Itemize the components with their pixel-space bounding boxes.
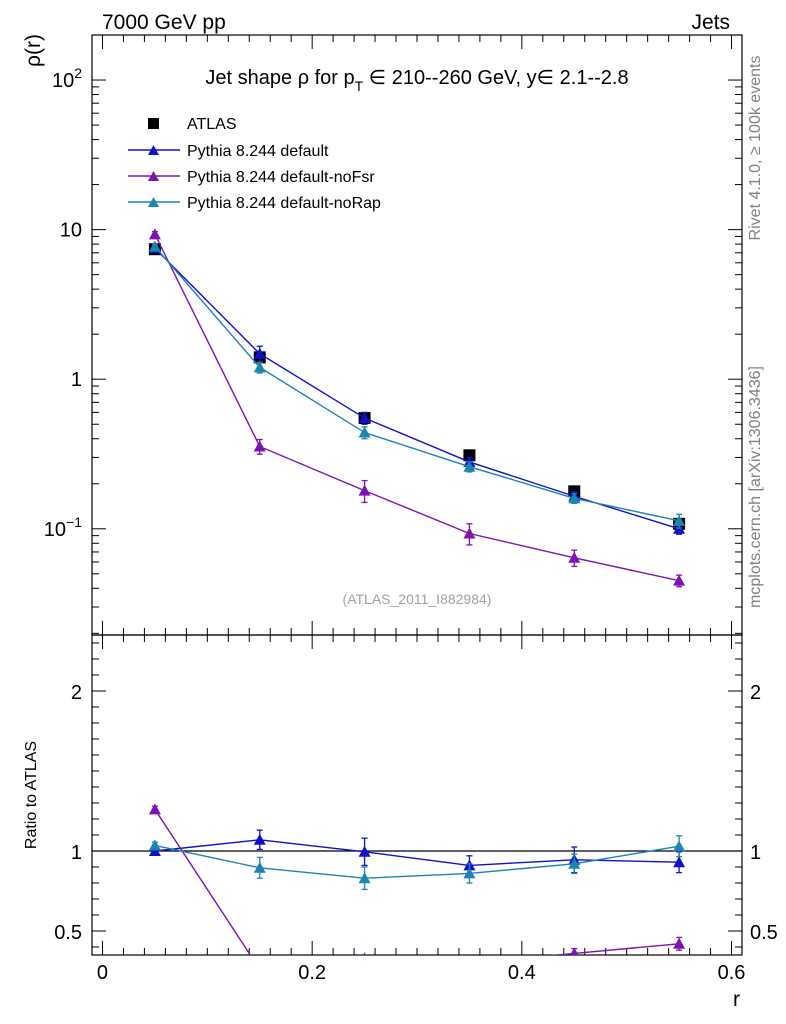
ratio-y-tick-label-right: 1 [750, 842, 761, 864]
ratio-data-point-triangle [358, 872, 371, 884]
data-point-triangle [148, 228, 161, 240]
legend-label-nofsr: Pythia 8.244 default-noFsr [187, 169, 375, 186]
x-tick-label: 0.2 [298, 962, 326, 984]
ratio-data-point-triangle [570, 947, 579, 955]
x-tick-label: 0.4 [508, 962, 536, 984]
legend-triangle-marker-icon [148, 145, 159, 155]
series-line [154, 234, 680, 582]
ratio-data-point-triangle [148, 845, 161, 856]
ratio-data-point-triangle [673, 840, 686, 852]
data-point-triangle [673, 514, 686, 526]
ratio-tick-labels: 0.5 0.5 1 1 2 2 0 0.2 0.4 0.6 [54, 682, 778, 984]
ratio-y-tick-label-right: 0.5 [750, 922, 778, 944]
x-axis-label: r [733, 988, 740, 1011]
ratio-axis-ticks [92, 635, 742, 955]
legend-triangle-marker-icon [148, 171, 159, 181]
legend-entry-nofsr: Pythia 8.244 default-noFsr [128, 169, 375, 186]
series-3 [148, 240, 686, 529]
ratio-y-tick-label-right: 2 [750, 682, 761, 704]
data-point-triangle [568, 551, 581, 563]
legend-square-marker-icon [148, 118, 159, 129]
data-point-square [463, 449, 476, 462]
ratio-panel-frame [91, 634, 743, 956]
ratio-data-point-triangle [148, 839, 161, 851]
data-point-triangle [253, 347, 266, 359]
legend-label-norap: Pythia 8.244 default-noRap [187, 195, 381, 212]
rivet-version-label: Rivet 4.1.0, ≥ 100k events [747, 56, 764, 241]
data-point-triangle [568, 492, 581, 504]
x-tick-label: 0.6 [718, 962, 746, 984]
ratio-panel: 0.5 0.5 1 1 2 2 0 0.2 0.4 0.6 Ratio to ATLAS r [23, 634, 778, 1011]
legend-triangle-marker-icon [148, 197, 159, 207]
legend-label-atlas: ATLAS [187, 116, 237, 133]
data-point-triangle [358, 412, 371, 424]
data-point-triangle [358, 484, 371, 496]
series-2 [148, 228, 686, 588]
ratio-y-tick-label-left: 0.5 [54, 922, 82, 944]
ratio-data-point-triangle [253, 833, 266, 845]
ratio-series-group [148, 803, 686, 974]
title-subscript: T [355, 78, 364, 94]
tick-mantissa: 10 [44, 519, 66, 541]
series-line [154, 246, 680, 522]
data-point-triangle [673, 574, 686, 586]
legend-entry-default: Pythia 8.244 default [128, 143, 329, 160]
analysis-watermark: (ATLAS_2011_I882984) [343, 591, 492, 607]
tick-exponent: 2 [74, 65, 82, 81]
main-y-tick-label: 10−1 [44, 514, 82, 541]
ratio-series-1 [148, 803, 686, 974]
data-point-triangle [253, 440, 266, 452]
ratio-series-0 [148, 829, 686, 876]
data-point-triangle [253, 361, 266, 373]
main-y-tick-label: 10 [60, 220, 82, 242]
tick-mantissa: 1 [71, 369, 82, 391]
ratio-y-axis-label: Ratio to ATLAS [23, 741, 40, 849]
tick-mantissa: 10 [60, 220, 82, 242]
ratio-data-point-triangle [673, 856, 686, 868]
header-process-label: Jets [691, 11, 730, 34]
series-line [154, 247, 680, 530]
main-series-group [148, 228, 686, 588]
data-point-triangle [358, 426, 371, 438]
series-1 [148, 242, 686, 535]
main-y-axis-label: ρ(r) [22, 34, 45, 67]
ratio-data-point-triangle [463, 867, 476, 879]
x-tick-label: 0 [97, 962, 108, 984]
data-point-triangle [148, 240, 161, 252]
ratio-data-point-triangle [148, 803, 161, 815]
tick-exponent: −1 [66, 514, 82, 530]
ratio-data-point-triangle [673, 937, 686, 949]
ratio-series-2 [148, 835, 686, 891]
ratio-data-point-triangle [253, 861, 266, 873]
data-point-triangle [463, 460, 476, 472]
ratio-data-point-triangle [568, 857, 581, 869]
ratio-y-tick-label-left: 2 [71, 682, 82, 704]
main-y-tick-label: 102 [52, 65, 82, 92]
title-part-b: ∈ 210--260 GeV, y∈ 2.1--2.8 [363, 67, 628, 89]
legend-entry-atlas: ATLAS [148, 116, 237, 133]
tick-mantissa: 10 [52, 70, 74, 92]
ratio-data-point-triangle [358, 845, 371, 857]
main-y-tick-label: 1 [71, 369, 82, 391]
ratio-series-line [154, 844, 680, 879]
data-point-triangle [463, 527, 476, 539]
main-axis-ticks [92, 34, 742, 635]
mcplots-reference-label: mcplots.cern.ch [arXiv:1306.3436] [747, 366, 764, 608]
legend-entry-norap: Pythia 8.244 default-noRap [128, 195, 381, 212]
legend-label-default: Pythia 8.244 default [187, 143, 329, 160]
ratio-y-tick-label-left: 1 [71, 842, 82, 864]
title-part-a: Jet shape ρ for p [205, 67, 354, 89]
ratio-data-point-triangle [363, 952, 367, 955]
header-energy-label: 7000 GeV pp [102, 11, 226, 34]
legend: ATLAS Pythia 8.244 default Pythia 8.244 … [128, 116, 381, 212]
main-chart-title: Jet shape ρ for pT ∈ 210--260 GeV, y∈ 2.… [205, 67, 628, 94]
ratio-series-line [154, 809, 680, 955]
ratio-data-point-triangle [254, 963, 266, 974]
ratio-data-point-triangle [463, 957, 475, 968]
